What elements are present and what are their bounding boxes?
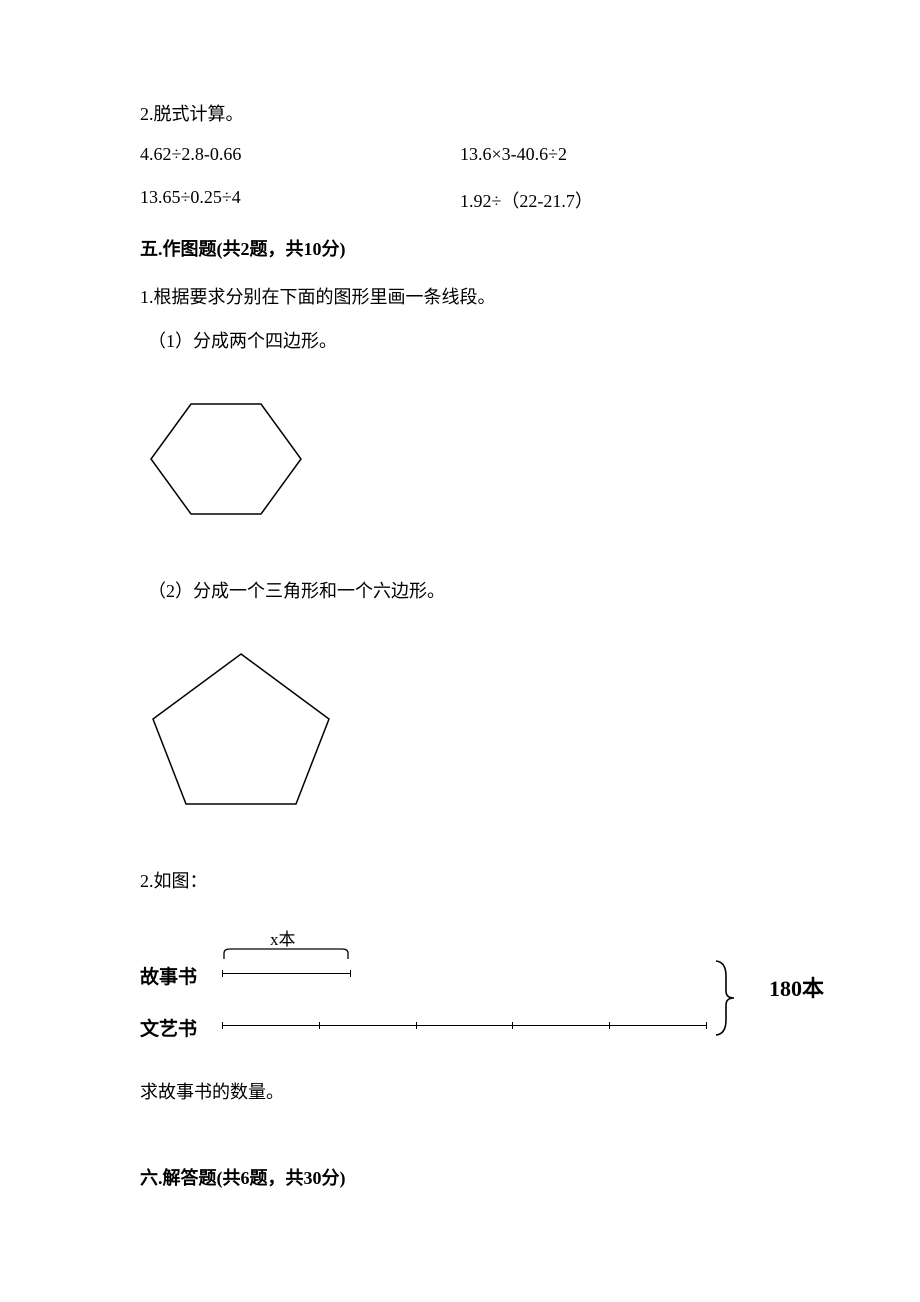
- art-tick: [222, 1022, 223, 1029]
- calc-row-1: 4.62÷2.8-0.66 13.6×3-40.6÷2: [140, 144, 800, 165]
- section-5-q2-answer: 求故事书的数量。: [140, 1078, 800, 1104]
- bracket-top-icon: [224, 947, 348, 961]
- pentagon-shape: [150, 653, 332, 807]
- brace-right-icon: [716, 961, 738, 1035]
- section-5-q1-title: 1.根据要求分别在下面的图形里画一条线段。: [140, 283, 800, 309]
- art-bar-line: [222, 1025, 706, 1026]
- hexagon-shape: [150, 403, 302, 517]
- section-5-header: 五.作图题(共2题，共10分): [140, 235, 800, 261]
- story-tick-end: [350, 970, 351, 977]
- art-tick: [609, 1022, 610, 1029]
- calc-1-left: 4.62÷2.8-0.66: [140, 144, 460, 165]
- art-book-label: 文艺书: [140, 1014, 197, 1041]
- calc-2-right: 1.92÷（22-21.7）: [460, 187, 593, 213]
- story-book-label: 故事书: [140, 962, 197, 989]
- story-bar-line: [222, 973, 350, 974]
- calc-row-2: 13.65÷0.25÷4 1.92÷（22-21.7）: [140, 187, 800, 213]
- diagram-container: x本 故事书 文艺书 180本: [140, 933, 760, 1043]
- pentagon-container: [150, 653, 800, 812]
- calc-1-right: 13.6×3-40.6÷2: [460, 144, 567, 165]
- total-label: 180本: [769, 971, 824, 1003]
- art-tick: [512, 1022, 513, 1029]
- section-5-q1-sub2: （2）分成一个三角形和一个六边形。: [148, 577, 800, 603]
- art-tick: [706, 1022, 707, 1029]
- section-5-q1-sub1: （1）分成两个四边形。: [148, 327, 800, 353]
- calc-2-left: 13.65÷0.25÷4: [140, 187, 460, 213]
- art-tick: [319, 1022, 320, 1029]
- story-tick-start: [222, 970, 223, 977]
- art-tick: [416, 1022, 417, 1029]
- hexagon-container: [150, 403, 800, 522]
- section-5-q2-title: 2.如图：: [140, 867, 800, 893]
- section-6-header: 六.解答题(共6题，共30分): [140, 1164, 800, 1190]
- problem-2-title: 2.脱式计算。: [140, 100, 800, 126]
